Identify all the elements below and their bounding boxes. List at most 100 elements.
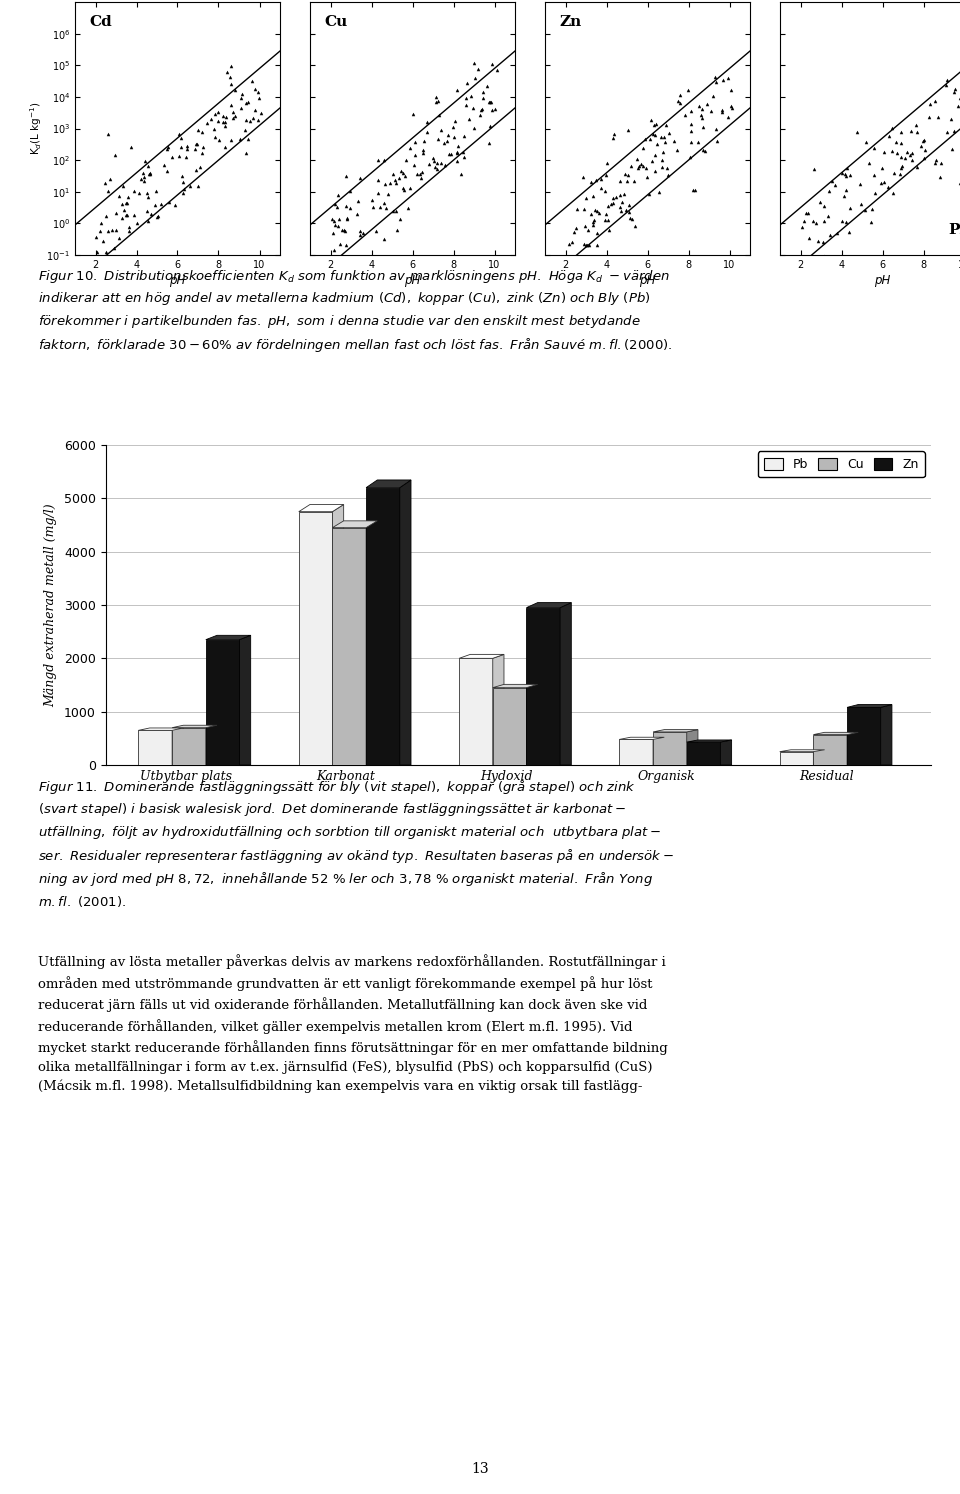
Point [392, 166, 407, 190]
Point [176, 176, 191, 200]
Point [876, 139, 892, 163]
Point [377, 172, 393, 196]
Point [721, 66, 736, 90]
Point [141, 154, 156, 178]
Point [371, 181, 386, 205]
Point [199, 111, 214, 134]
Point [176, 170, 191, 194]
Polygon shape [299, 511, 332, 765]
Point [233, 97, 249, 121]
Point [234, 82, 250, 106]
Point [350, 190, 366, 214]
Point [666, 130, 682, 154]
Point [816, 230, 831, 254]
Polygon shape [653, 737, 664, 765]
Point [616, 182, 632, 206]
Point [593, 167, 609, 191]
Point [886, 161, 901, 185]
Polygon shape [172, 728, 205, 765]
Point [893, 131, 908, 155]
Polygon shape [813, 732, 858, 735]
Point [335, 251, 350, 275]
Point [483, 90, 498, 114]
Point [429, 157, 444, 181]
Point [660, 163, 676, 187]
Point [884, 139, 900, 163]
Point [116, 199, 132, 223]
Point [210, 100, 226, 124]
Point [588, 233, 604, 257]
Point [464, 85, 479, 109]
Point [339, 206, 354, 230]
Point [458, 87, 473, 111]
Point [694, 106, 709, 130]
Point [390, 218, 405, 242]
Point [111, 184, 127, 208]
Point [474, 97, 490, 121]
Text: $\it{Figur\ 10.\ Distributionskoefficienten\ }$$\it{K}_d$$\it{\ som\ funktion\ a: $\it{Figur\ 10.\ Distributionskoefficien… [38, 267, 673, 354]
Point [898, 146, 913, 170]
Polygon shape [813, 735, 847, 765]
Point [349, 202, 365, 226]
Point [621, 194, 636, 218]
Y-axis label: Mängd extraherad metall (mg/l): Mängd extraherad metall (mg/l) [44, 503, 57, 707]
Point [148, 179, 163, 203]
Polygon shape [560, 602, 571, 765]
Point [118, 203, 133, 227]
Point [343, 179, 358, 203]
Point [456, 140, 471, 164]
Point [105, 218, 120, 242]
Point [642, 127, 658, 151]
Y-axis label: K$_d$(L kg$^{-1}$): K$_d$(L kg$^{-1}$) [28, 102, 43, 155]
Point [394, 158, 409, 182]
Point [431, 103, 446, 127]
Point [376, 227, 392, 251]
Point [194, 142, 209, 166]
Point [904, 140, 920, 164]
Point [589, 221, 605, 245]
Point [866, 136, 881, 160]
Point [388, 172, 403, 196]
Point [916, 146, 931, 170]
Point [630, 146, 645, 170]
Point [617, 161, 633, 185]
Point [483, 114, 498, 137]
Point [578, 187, 593, 211]
Point [376, 148, 392, 172]
Point [119, 203, 134, 227]
Point [142, 161, 157, 185]
Point [655, 154, 670, 178]
Point [704, 99, 719, 123]
Point [383, 170, 398, 194]
Point [188, 158, 204, 182]
Point [446, 109, 462, 133]
Point [190, 175, 205, 199]
Point [575, 164, 590, 188]
Point [99, 203, 114, 227]
Point [420, 111, 435, 134]
Point [709, 128, 725, 152]
Point [600, 208, 615, 232]
Point [210, 109, 226, 133]
Polygon shape [880, 705, 892, 765]
Point [246, 106, 261, 130]
Point [802, 226, 817, 249]
Point [916, 128, 931, 152]
Point [191, 118, 206, 142]
Point [672, 82, 687, 106]
Point [928, 148, 944, 172]
Point [139, 199, 155, 223]
Point [487, 97, 502, 121]
Point [922, 105, 937, 128]
Point [612, 184, 628, 208]
Point [597, 208, 612, 232]
Point [808, 211, 824, 235]
Point [947, 76, 960, 100]
Point [631, 155, 646, 179]
Point [92, 220, 108, 244]
Point [620, 163, 636, 187]
Point [378, 196, 394, 220]
Point [443, 142, 458, 166]
Point [914, 134, 929, 158]
Point [612, 199, 628, 223]
